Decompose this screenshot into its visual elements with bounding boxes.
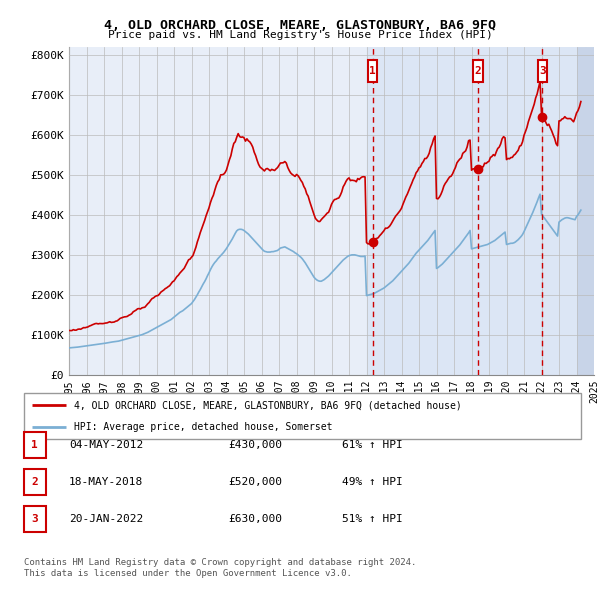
Text: 4, OLD ORCHARD CLOSE, MEARE, GLASTONBURY, BA6 9FQ: 4, OLD ORCHARD CLOSE, MEARE, GLASTONBURY…: [104, 19, 496, 32]
FancyBboxPatch shape: [24, 394, 581, 438]
Text: 1: 1: [369, 66, 376, 76]
Bar: [473, 60, 483, 82]
Text: 2: 2: [31, 477, 38, 487]
Text: 18-MAY-2018: 18-MAY-2018: [69, 477, 143, 487]
Text: 04-MAY-2012: 04-MAY-2012: [69, 441, 143, 450]
Text: 49% ↑ HPI: 49% ↑ HPI: [342, 477, 403, 487]
Text: 4, OLD ORCHARD CLOSE, MEARE, GLASTONBURY, BA6 9FQ (detached house): 4, OLD ORCHARD CLOSE, MEARE, GLASTONBURY…: [74, 400, 462, 410]
Bar: [538, 60, 547, 82]
Text: 3: 3: [539, 66, 546, 76]
Bar: [577, 47, 600, 375]
Text: Price paid vs. HM Land Registry's House Price Index (HPI): Price paid vs. HM Land Registry's House …: [107, 30, 493, 40]
Text: £630,000: £630,000: [228, 514, 282, 523]
Text: 1: 1: [31, 441, 38, 450]
Text: 20-JAN-2022: 20-JAN-2022: [69, 514, 143, 523]
Text: HPI: Average price, detached house, Somerset: HPI: Average price, detached house, Some…: [74, 422, 333, 432]
Text: £430,000: £430,000: [228, 441, 282, 450]
Text: Contains HM Land Registry data © Crown copyright and database right 2024.: Contains HM Land Registry data © Crown c…: [24, 558, 416, 566]
Text: This data is licensed under the Open Government Licence v3.0.: This data is licensed under the Open Gov…: [24, 569, 352, 578]
Text: 51% ↑ HPI: 51% ↑ HPI: [342, 514, 403, 523]
Text: 61% ↑ HPI: 61% ↑ HPI: [342, 441, 403, 450]
Text: 2: 2: [475, 66, 482, 76]
Bar: [367, 47, 594, 375]
Text: £520,000: £520,000: [228, 477, 282, 487]
Bar: [368, 60, 377, 82]
Text: 3: 3: [31, 514, 38, 523]
